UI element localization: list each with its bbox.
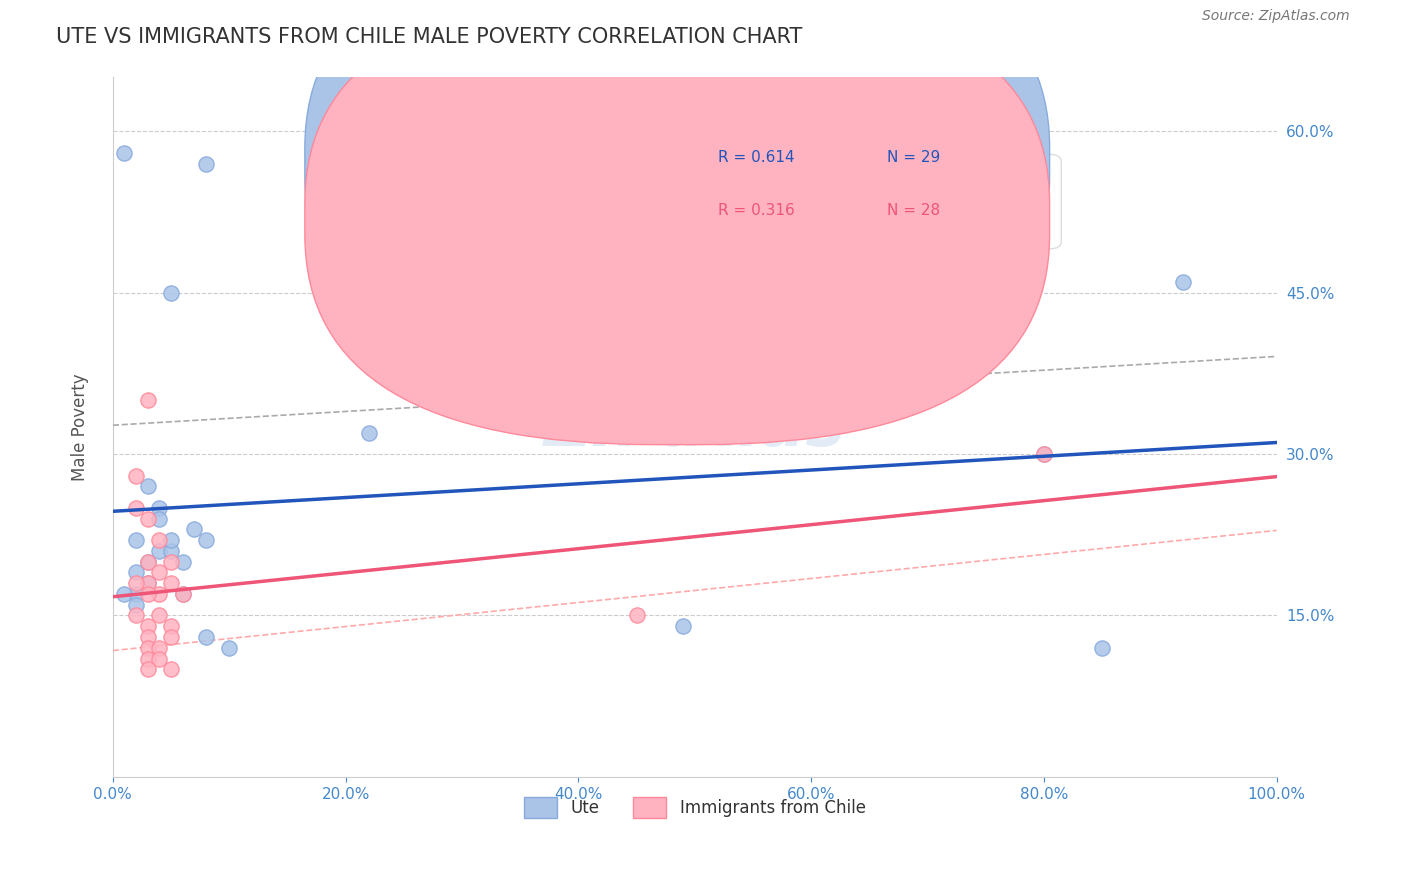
Point [125, 598, 148, 612]
Text: R = 0.316: R = 0.316 [718, 202, 794, 218]
Point [136, 662, 159, 676]
Point [218, 640, 240, 655]
Point [125, 566, 148, 580]
Point [136, 587, 159, 601]
Point [136, 576, 159, 591]
Point [1032, 447, 1054, 461]
Point [172, 555, 194, 569]
Point [136, 393, 159, 408]
Point [148, 651, 170, 665]
Point [160, 555, 183, 569]
Point [148, 640, 170, 655]
Text: N = 29: N = 29 [887, 151, 941, 165]
Point [427, 275, 450, 289]
Point [136, 511, 159, 525]
Point [683, 425, 706, 440]
Point [194, 533, 217, 548]
Text: ZIPatlas: ZIPatlas [544, 394, 845, 460]
Point [136, 576, 159, 591]
Point [136, 479, 159, 493]
Point [114, 145, 136, 160]
Point [148, 500, 170, 515]
Point [160, 533, 183, 548]
Point [136, 651, 159, 665]
FancyBboxPatch shape [631, 154, 1062, 249]
Point [1032, 447, 1054, 461]
Point [1091, 640, 1114, 655]
Point [160, 576, 183, 591]
FancyBboxPatch shape [305, 0, 1050, 389]
Text: Source: ZipAtlas.com: Source: ZipAtlas.com [1202, 9, 1350, 23]
Point [136, 640, 159, 655]
Point [160, 630, 183, 644]
Point [148, 533, 170, 548]
Point [172, 587, 194, 601]
Point [194, 630, 217, 644]
Point [183, 522, 205, 536]
Y-axis label: Male Poverty: Male Poverty [72, 374, 89, 481]
Point [125, 608, 148, 623]
Point [160, 285, 183, 300]
Point [172, 587, 194, 601]
Point [136, 555, 159, 569]
Point [357, 425, 380, 440]
Text: UTE VS IMMIGRANTS FROM CHILE MALE POVERTY CORRELATION CHART: UTE VS IMMIGRANTS FROM CHILE MALE POVERT… [56, 27, 803, 46]
Point [148, 608, 170, 623]
Point [114, 587, 136, 601]
Point [125, 500, 148, 515]
Point [136, 555, 159, 569]
Point [148, 511, 170, 525]
Point [160, 544, 183, 558]
Point [148, 544, 170, 558]
Point [1173, 275, 1195, 289]
FancyBboxPatch shape [305, 0, 1050, 444]
Point [136, 630, 159, 644]
Point [160, 662, 183, 676]
Point [148, 587, 170, 601]
Point [672, 619, 695, 633]
Point [125, 587, 148, 601]
Point [125, 468, 148, 483]
Point [626, 608, 648, 623]
Point [125, 533, 148, 548]
Point [160, 619, 183, 633]
Point [136, 619, 159, 633]
Text: N = 28: N = 28 [887, 202, 939, 218]
Point [148, 566, 170, 580]
Legend: Ute, Immigrants from Chile: Ute, Immigrants from Chile [517, 791, 872, 824]
Text: R = 0.614: R = 0.614 [718, 151, 794, 165]
Point [125, 576, 148, 591]
Point [194, 156, 217, 170]
